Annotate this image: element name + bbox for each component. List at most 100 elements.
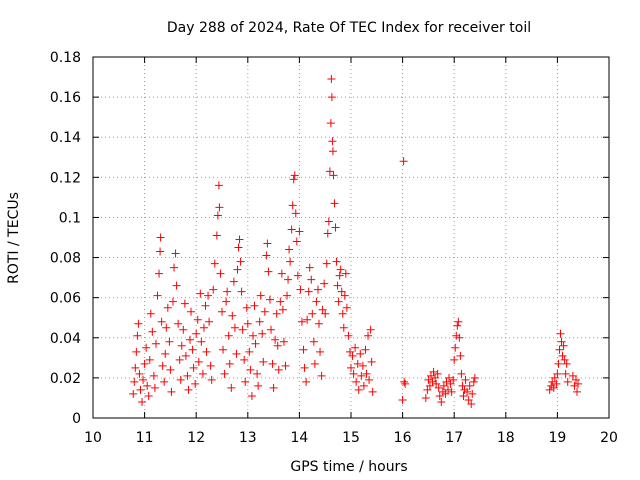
data-point <box>160 377 169 386</box>
data-point <box>354 385 363 394</box>
data-point <box>267 325 276 334</box>
data-point <box>290 171 299 180</box>
data-point <box>161 349 170 358</box>
data-point <box>400 377 409 386</box>
data-point <box>367 357 376 366</box>
data-point <box>322 259 331 268</box>
y-axis-label: ROTI / TECUs <box>6 192 22 284</box>
data-point <box>156 247 165 256</box>
data-point <box>197 337 206 346</box>
y-tick-label: 0.1 <box>59 210 81 226</box>
data-point <box>549 383 558 392</box>
data-point <box>289 175 298 184</box>
data-point <box>264 267 273 276</box>
data-point <box>365 375 374 384</box>
data-point <box>210 259 219 268</box>
y-tick-labels: 0 0.02 0.04 0.06 0.08 0.1 0.12 0.14 0.16 0.18 <box>50 50 81 427</box>
data-point <box>133 331 142 340</box>
data-point <box>421 393 430 402</box>
data-point <box>262 251 271 260</box>
data-point <box>560 355 569 364</box>
data-point <box>271 335 280 344</box>
data-point <box>144 391 153 400</box>
data-point <box>398 395 407 404</box>
data-point <box>212 231 221 240</box>
data-point <box>429 367 438 376</box>
data-point <box>230 323 239 332</box>
data-point <box>134 319 143 328</box>
data-point <box>312 297 321 306</box>
y-tick-label: 0.18 <box>50 50 81 66</box>
data-point <box>428 377 437 386</box>
data-point <box>431 373 440 382</box>
x-tick-label: 17 <box>445 430 463 446</box>
data-point <box>425 381 434 390</box>
data-point <box>205 317 214 326</box>
data-point <box>461 375 470 384</box>
data-point <box>442 377 451 386</box>
data-point <box>168 297 177 306</box>
data-point <box>353 359 362 368</box>
data-point <box>446 379 455 388</box>
data-point <box>214 181 223 190</box>
data-point <box>444 385 453 394</box>
data-point <box>356 349 365 358</box>
data-point <box>188 345 197 354</box>
data-point <box>202 347 211 356</box>
data-point <box>181 351 190 360</box>
data-point <box>447 387 456 396</box>
data-point <box>441 389 450 398</box>
data-point <box>349 369 358 378</box>
data-point <box>368 387 377 396</box>
data-point <box>191 379 200 388</box>
data-point <box>278 305 287 314</box>
data-point <box>574 379 583 388</box>
y-tick-label: 0.16 <box>50 90 81 106</box>
data-point <box>545 385 554 394</box>
data-point <box>455 333 464 342</box>
data-point <box>308 309 317 318</box>
data-point <box>196 289 205 298</box>
data-point <box>570 381 579 390</box>
data-point <box>554 359 563 368</box>
data-point <box>337 287 346 296</box>
data-point <box>145 355 154 364</box>
data-point <box>150 383 159 392</box>
data-point <box>242 303 251 312</box>
x-tick-label: 12 <box>187 430 205 446</box>
data-point <box>286 257 295 266</box>
data-point <box>328 137 337 146</box>
data-point <box>175 355 184 364</box>
data-point <box>224 331 233 340</box>
data-point <box>342 303 351 312</box>
data-point <box>463 387 472 396</box>
data-point <box>143 381 152 390</box>
data-point <box>268 359 277 368</box>
data-point <box>243 319 252 328</box>
data-point <box>245 347 254 356</box>
data-point <box>318 305 327 314</box>
data-point <box>303 315 312 324</box>
data-point <box>151 339 160 348</box>
data-point <box>559 341 568 350</box>
data-point <box>276 297 285 306</box>
y-tick-label: 0.12 <box>50 170 81 186</box>
y-tick-label: 0.02 <box>50 371 81 387</box>
x-tick-label: 14 <box>290 430 308 446</box>
data-point <box>352 377 361 386</box>
x-tick-label: 19 <box>548 430 566 446</box>
data-point <box>189 363 198 372</box>
data-point <box>193 315 202 324</box>
data-point <box>339 323 348 332</box>
data-point <box>329 171 338 180</box>
data-point <box>229 277 238 286</box>
data-point <box>553 369 562 378</box>
data-point <box>287 225 296 234</box>
axis-ticks <box>92 56 610 419</box>
data-point <box>292 237 301 246</box>
data-point <box>309 337 318 346</box>
data-point <box>174 319 183 328</box>
x-tick-labels: 10 11 12 13 14 15 16 17 18 19 20 <box>84 430 618 446</box>
data-point <box>449 375 458 384</box>
data-point <box>320 279 329 288</box>
